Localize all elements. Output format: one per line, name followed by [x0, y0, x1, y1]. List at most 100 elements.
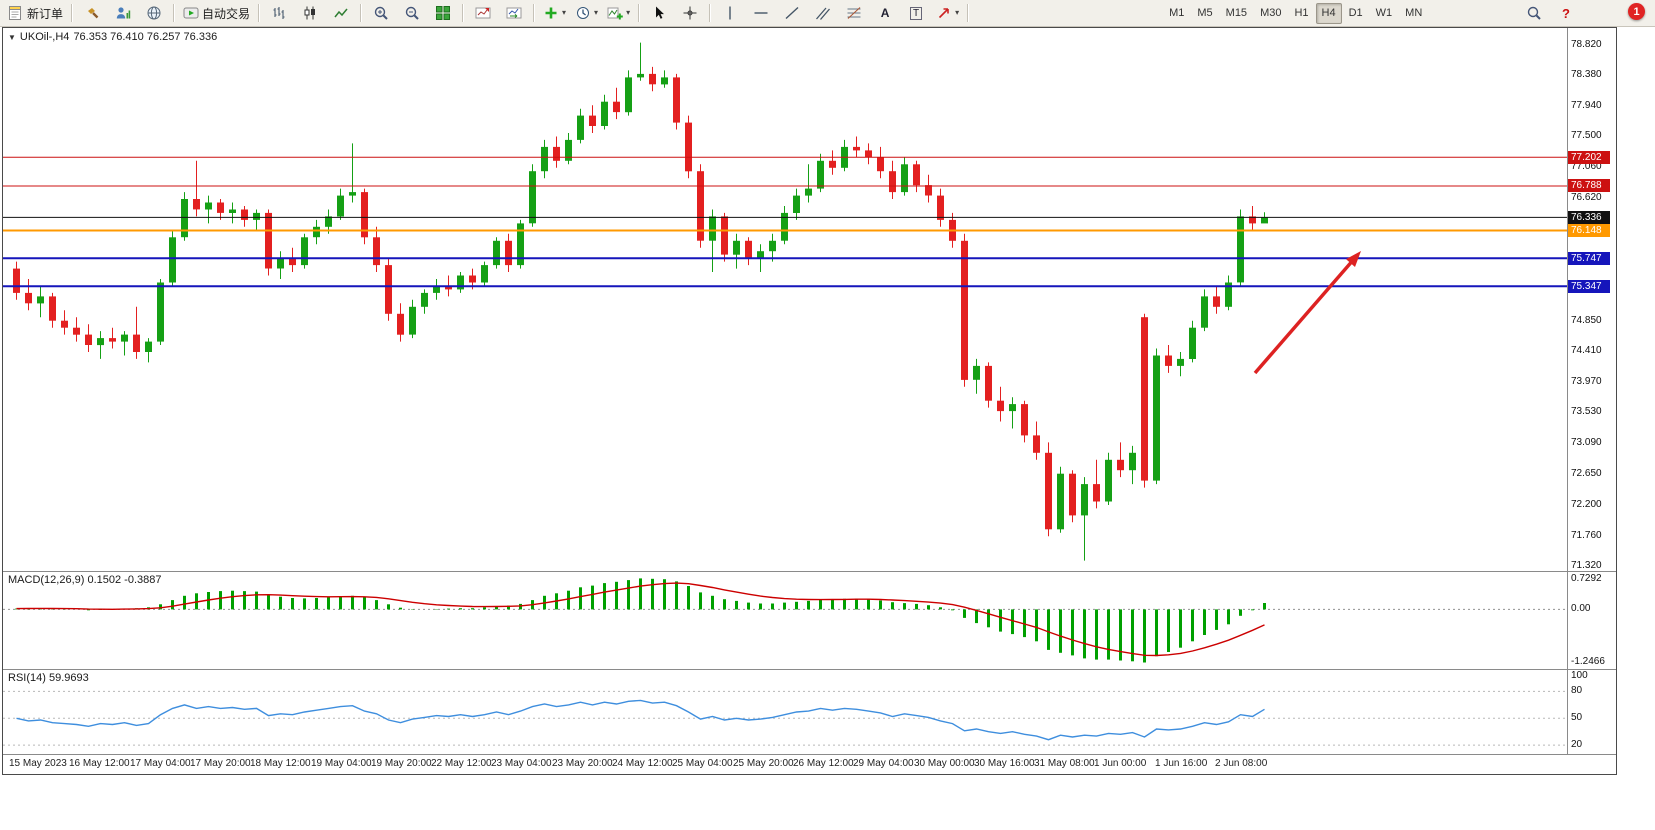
- zoom-out-button[interactable]: [397, 2, 427, 25]
- timeframe-m5[interactable]: M5: [1197, 7, 1213, 19]
- timeframe-d1[interactable]: D1: [1348, 7, 1363, 19]
- timeframe-mn[interactable]: MN: [1405, 7, 1423, 19]
- separator: [533, 4, 536, 22]
- timeframe-w1[interactable]: W1: [1375, 7, 1393, 19]
- macd-plot[interactable]: MACD(12,26,9) 0.1502 -0.3887: [3, 572, 1568, 669]
- toolbar-right-group: ?: [1519, 2, 1581, 25]
- separator: [258, 4, 261, 22]
- time-axis-label: 19 May 04:00: [311, 758, 372, 769]
- profile-button[interactable]: [108, 2, 138, 25]
- price-axis-label: 72.200: [1571, 499, 1602, 510]
- separator: [360, 4, 363, 22]
- auto-scroll-icon: [506, 7, 522, 19]
- price-badge-75.347: 75.347: [1568, 280, 1610, 293]
- timeframe-m30[interactable]: M30: [1260, 7, 1282, 19]
- price-axis-label: 72.650: [1571, 468, 1602, 479]
- new-chart-plus-icon: [545, 7, 557, 19]
- price-axis[interactable]: 78.820 78.380 77.940 77.500 77.060 76.620 76.1…: [1568, 28, 1614, 571]
- rsi-chart[interactable]: [3, 670, 1567, 754]
- separator: [462, 4, 465, 22]
- indicators-button[interactable]: ▾: [603, 2, 634, 25]
- text-tool-icon: A: [880, 6, 890, 20]
- timeframe-h4[interactable]: H4: [1315, 2, 1342, 24]
- arrows-tool[interactable]: ▾: [932, 2, 963, 25]
- time-axis[interactable]: 15 May 2023 16 May 12:00 17 May 04:00 17 Ma…: [3, 754, 1616, 774]
- time-axis-label: 30 May 16:00: [974, 758, 1035, 769]
- search-button[interactable]: [1519, 2, 1549, 25]
- fibonacci-tool[interactable]: [839, 2, 869, 25]
- macd-panel-row: MACD(12,26,9) 0.1502 -0.3887 0.7292 0.00 -…: [3, 571, 1616, 669]
- price-axis-label: 71.320: [1571, 560, 1602, 571]
- candlestick-chart-button[interactable]: [295, 2, 325, 25]
- vertical-line-tool[interactable]: [715, 2, 745, 25]
- bar-chart-button[interactable]: [264, 2, 294, 25]
- price-badge-76.148: 76.148: [1568, 224, 1610, 237]
- chart-menu-triangle-icon[interactable]: ▼: [8, 32, 16, 42]
- time-axis-label: 2 Jun 08:00: [1215, 758, 1268, 769]
- rsi-label: RSI(14) 59.9693: [8, 672, 89, 684]
- price-axis-label: 73.090: [1571, 437, 1602, 448]
- market-button[interactable]: [77, 2, 107, 25]
- price-axis-label: 77.500: [1571, 130, 1602, 141]
- zoom-out-icon: [405, 6, 419, 20]
- time-axis-label: 25 May 20:00: [733, 758, 794, 769]
- price-badge-77.202: 77.202: [1568, 151, 1610, 164]
- indicators-icon: [607, 7, 623, 20]
- vertical-line-icon: [729, 6, 731, 20]
- timeframe-m15[interactable]: M15: [1225, 7, 1248, 19]
- macd-axis-label: 0.7292: [1571, 573, 1602, 584]
- time-axis-label: 26 May 12:00: [793, 758, 854, 769]
- macd-axis-label: -1.2466: [1571, 656, 1605, 667]
- hammer-icon: [88, 8, 99, 19]
- crosshair-button[interactable]: [675, 2, 705, 25]
- time-axis-label: 15 May 2023: [9, 758, 67, 769]
- new-chart-button[interactable]: ▾: [539, 2, 570, 25]
- new-order-button[interactable]: 新订单: [4, 2, 67, 25]
- cursor-icon: [656, 6, 665, 19]
- help-button[interactable]: ?: [1551, 2, 1581, 25]
- time-axis-label: 1 Jun 16:00: [1155, 758, 1208, 769]
- auto-scroll-button[interactable]: [499, 2, 529, 25]
- trend-arrow[interactable]: [1253, 251, 1361, 375]
- time-axis-label: 19 May 20:00: [371, 758, 432, 769]
- line-chart-button[interactable]: [326, 2, 356, 25]
- timeframe-m1[interactable]: M1: [1169, 7, 1185, 19]
- label-tool[interactable]: T: [901, 2, 931, 25]
- community-button[interactable]: [139, 2, 169, 25]
- label-tool-icon: T: [910, 6, 923, 20]
- separator: [709, 4, 712, 22]
- macd-axis: 0.7292 0.00 -1.2466: [1568, 572, 1614, 669]
- chart-shift-button[interactable]: [468, 2, 498, 25]
- separator: [967, 4, 970, 22]
- price-axis-label: 77.060: [1571, 161, 1602, 172]
- main-chart-plot[interactable]: ▼ UKOil-,H4 76.353 76.410 76.257 76.336: [3, 28, 1568, 571]
- time-axis-label: 23 May 04:00: [491, 758, 552, 769]
- price-axis-label: 78.820: [1571, 39, 1602, 50]
- chart-shift-icon: [475, 7, 491, 19]
- separator: [173, 4, 176, 22]
- bar-chart-icon: [273, 7, 285, 19]
- separator: [638, 4, 641, 22]
- auto-trading-button[interactable]: 自动交易: [179, 2, 254, 25]
- periods-button[interactable]: ▾: [571, 2, 602, 25]
- time-axis-label: 22 May 12:00: [431, 758, 492, 769]
- time-axis-label: 29 May 04:00: [853, 758, 914, 769]
- cursor-button[interactable]: [644, 2, 674, 25]
- channel-tool[interactable]: [808, 2, 838, 25]
- zoom-in-button[interactable]: [366, 2, 396, 25]
- separator: [71, 4, 74, 22]
- macd-chart[interactable]: [3, 572, 1567, 669]
- rsi-axis-label: 20: [1571, 739, 1583, 750]
- trendline-tool[interactable]: [777, 2, 807, 25]
- horizontal-line-tool[interactable]: [746, 2, 776, 25]
- notification-badge[interactable]: 1: [1628, 3, 1645, 20]
- candlestick-chart[interactable]: [3, 28, 1567, 571]
- new-order-label: 新订单: [27, 6, 64, 21]
- timeframe-h1[interactable]: H1: [1294, 7, 1309, 19]
- tile-windows-button[interactable]: [428, 2, 458, 25]
- rsi-axis-label: 50: [1571, 712, 1583, 723]
- chevron-down-icon: ▾: [626, 8, 631, 17]
- fibonacci-icon: [847, 7, 861, 19]
- rsi-plot[interactable]: RSI(14) 59.9693: [3, 670, 1568, 754]
- text-tool[interactable]: A: [870, 2, 900, 25]
